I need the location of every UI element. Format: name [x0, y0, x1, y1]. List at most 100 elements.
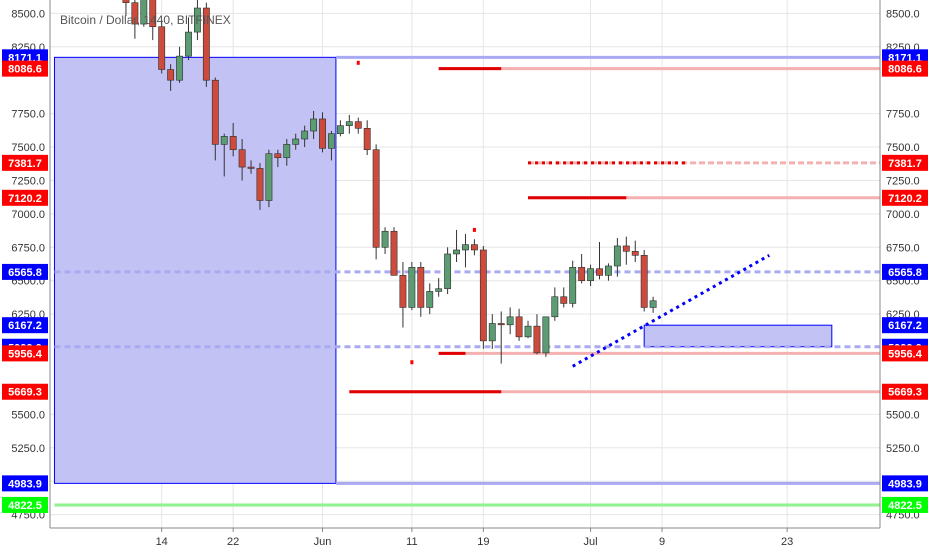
- candle-body-up: [328, 133, 335, 149]
- marker: [472, 227, 476, 232]
- candle-body-up: [488, 323, 496, 342]
- candle-body-down: [578, 267, 586, 282]
- candle-body-down: [274, 153, 282, 159]
- candle-body-up: [587, 268, 594, 282]
- candle-body-down: [202, 7, 210, 81]
- candle-body-up: [283, 144, 291, 159]
- candle-body-up: [435, 288, 443, 292]
- price-tag-right: [882, 189, 928, 206]
- candles: [122, 0, 657, 364]
- y-tick-label-left: 7500.0: [11, 142, 45, 154]
- price-tag-right: [882, 383, 928, 400]
- x-tick-label: 11: [406, 536, 417, 548]
- price-tag-left-label: 7381.7: [8, 158, 42, 170]
- candle-body-up: [453, 249, 460, 255]
- price-tag-right-label: 5956.4: [888, 348, 923, 360]
- x-tick-label: 22: [227, 536, 239, 548]
- price-tag-right-label: 4983.9: [888, 478, 922, 490]
- candle-body-down: [622, 245, 630, 252]
- x-tick-label: Jun: [314, 536, 332, 548]
- price-tag-left: [2, 383, 48, 400]
- candle-body-down: [560, 296, 568, 304]
- x-axis: 14 22 Jun 11 19 Jul 9 23: [156, 528, 793, 548]
- y-tick-label-right: 6750.0: [886, 242, 920, 254]
- price-tag-right: [882, 345, 928, 362]
- y-tick-label-left: 7250.0: [11, 175, 45, 187]
- price-tag-left-label: 7120.2: [8, 193, 42, 205]
- price-tag-right-label: 4822.5: [888, 500, 922, 512]
- y-tick-label-right: 5250.0: [886, 443, 920, 455]
- x-tick-label: 14: [156, 536, 168, 548]
- candle-body-down: [533, 325, 541, 354]
- candle-body-up: [408, 267, 416, 308]
- price-tag-left-label: 5669.3: [8, 387, 42, 399]
- candle-body-up: [345, 121, 353, 126]
- price-tag-right-label: 5669.3: [888, 387, 922, 399]
- price-tag-left-label: 4983.9: [8, 478, 42, 490]
- price-tag-right-label: 6167.2: [888, 320, 922, 332]
- price-tag-left-label: 6167.2: [8, 320, 42, 332]
- candle-body-down: [238, 149, 246, 168]
- y-tick-label-left: 7000.0: [11, 209, 45, 221]
- candle-body-down: [149, 0, 157, 28]
- price-tag-left: [2, 317, 48, 334]
- y-tick-label-right: 5500.0: [886, 409, 920, 421]
- candle-body-up: [310, 118, 318, 132]
- trendline: [571, 254, 771, 368]
- candle-body-up: [292, 138, 300, 145]
- candle-body-down: [256, 168, 264, 201]
- candle-body-down: [399, 275, 407, 308]
- candle-body-up: [569, 267, 577, 304]
- candle-body-up: [194, 7, 201, 33]
- candle-body-down: [631, 251, 639, 256]
- y-tick-label-left: 8500.0: [11, 8, 45, 20]
- candle-body-down: [596, 268, 603, 276]
- price-tag-right: [882, 60, 928, 77]
- marker: [356, 60, 360, 65]
- candle-body-down: [497, 323, 505, 326]
- price-tag-left: [2, 345, 48, 362]
- candle-body-down: [470, 244, 478, 251]
- candle-body-up: [649, 300, 657, 308]
- zones: [53, 56, 833, 484]
- price-tag-left: [2, 154, 48, 171]
- candle-body-up: [301, 130, 309, 140]
- price-tag-left: [2, 189, 48, 206]
- y-tick-label-right: 8500.0: [886, 8, 920, 20]
- candle-body-down: [122, 0, 130, 3]
- x-tick-label: 23: [781, 536, 793, 548]
- candle-body-up: [426, 291, 434, 308]
- candle-body-down: [417, 267, 425, 308]
- y-tick-label-right: 7000.0: [886, 209, 920, 221]
- candle-body-down: [479, 249, 487, 342]
- price-tag-left: [2, 475, 48, 492]
- price-tag-right: [882, 263, 928, 280]
- y-tick-label-left: 7750.0: [11, 109, 45, 121]
- candle-body-down: [390, 230, 398, 276]
- x-tick-label: 19: [477, 536, 489, 548]
- candle-body-up: [462, 244, 469, 251]
- price-tag-right: [882, 496, 928, 513]
- candle-body-up: [381, 230, 389, 248]
- x-tick-label: Jul: [584, 536, 598, 548]
- y-tick-label-left: 5250.0: [11, 443, 45, 455]
- candle-body-up: [185, 31, 192, 57]
- zone-box: [53, 56, 337, 484]
- x-tick-label: 9: [659, 536, 665, 548]
- candle-body-up: [140, 0, 148, 25]
- candle-body-up: [613, 245, 621, 267]
- price-tag-left: [2, 263, 48, 280]
- y-tick-label-left: 5500.0: [11, 409, 45, 421]
- candle-body-up: [220, 136, 228, 145]
- candle-body-down: [131, 2, 139, 25]
- candle-body-down: [167, 69, 175, 81]
- price-tag-left-label: 8086.6: [8, 64, 42, 76]
- y-tick-label-right: 7750.0: [886, 109, 920, 121]
- candle-body-up: [542, 316, 550, 354]
- y-tick-label-right: 7250.0: [886, 175, 920, 187]
- candle-body-down: [211, 79, 219, 145]
- y-tick-label-left: 6750.0: [11, 242, 45, 254]
- price-tag-right: [882, 317, 928, 334]
- candle-body-up: [336, 125, 344, 134]
